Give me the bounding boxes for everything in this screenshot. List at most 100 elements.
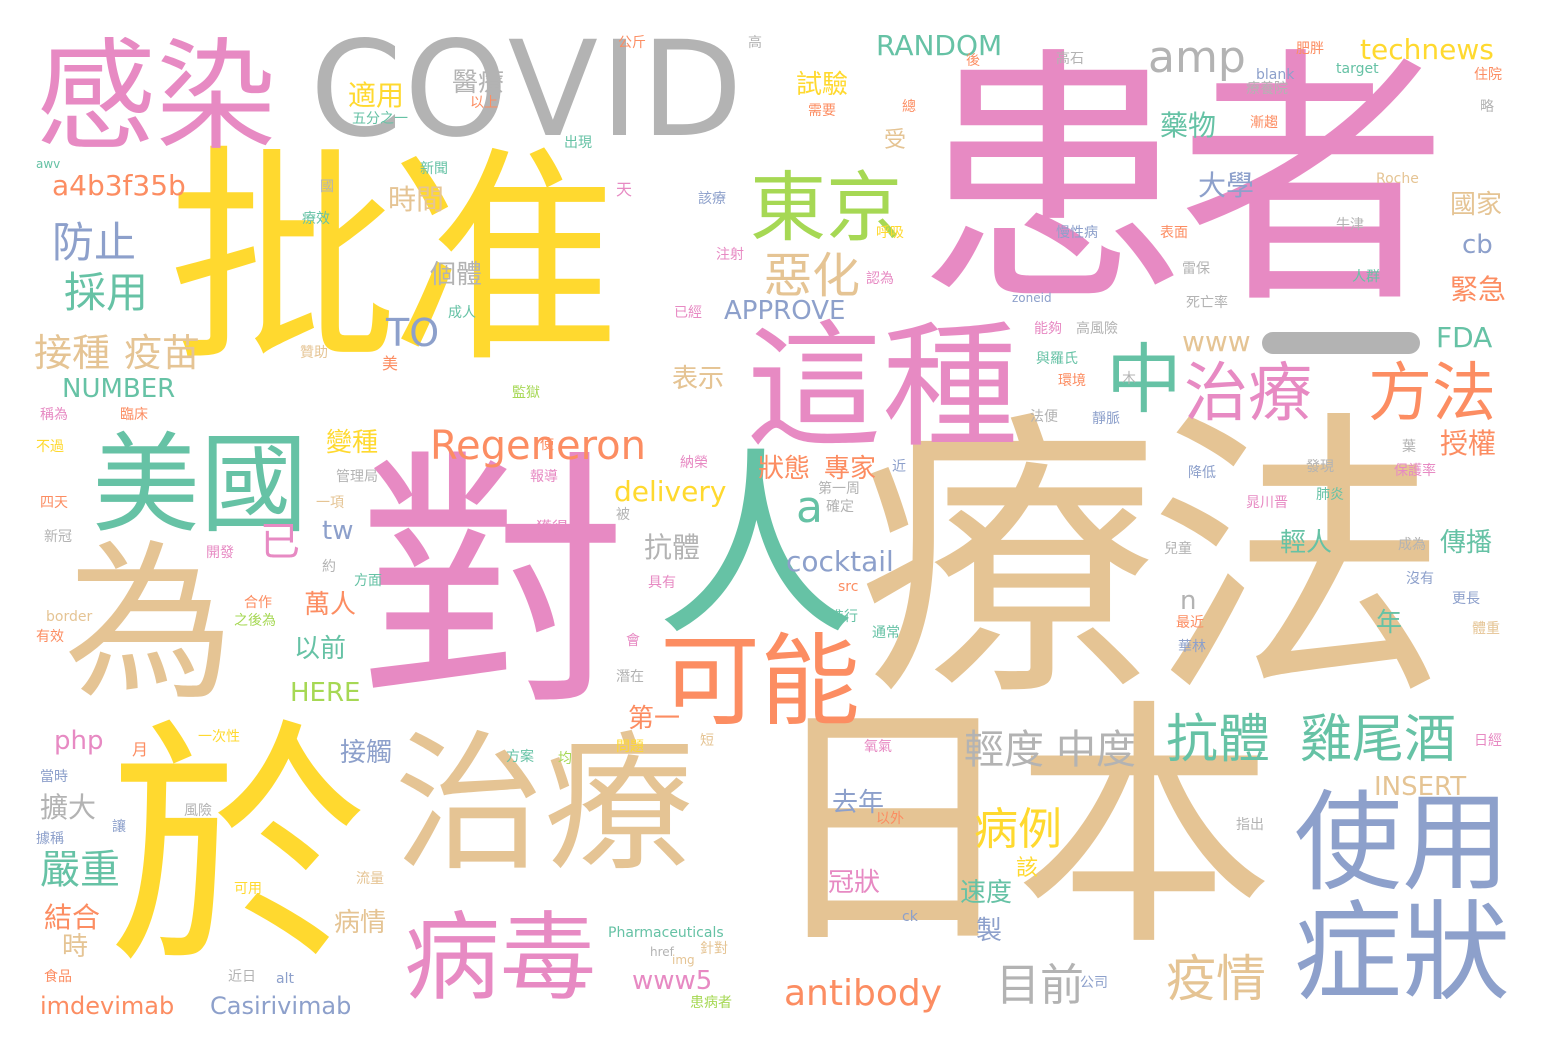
cloud-word: 最近 (1176, 615, 1204, 631)
cloud-word: 製 (976, 916, 1003, 946)
cloud-word: 人 (656, 431, 857, 664)
cloud-word: 狀態 (758, 454, 811, 484)
cloud-word: zoneid (1012, 291, 1052, 305)
cloud-word: 專家 (824, 454, 877, 484)
cloud-word: 略 (1480, 99, 1494, 115)
cloud-word: blank (1256, 67, 1295, 83)
cloud-word: 美國 (92, 423, 309, 548)
cloud-word: 注射 (716, 247, 744, 263)
cloud-word: www (1182, 325, 1251, 358)
cloud-word: 表示 (672, 364, 725, 394)
cloud-word: 納榮 (680, 455, 708, 471)
cloud-word: 雞尾酒 (1300, 710, 1457, 770)
cloud-word: 於 (108, 699, 368, 1001)
cloud-word: 療法 (858, 387, 1448, 736)
cloud-word: 高 (748, 35, 762, 51)
cloud-word: 對 (358, 427, 628, 742)
cloud-word: target (1336, 61, 1379, 77)
cloud-word: 近日 (228, 969, 256, 985)
cloud-word: 以前 (294, 634, 347, 664)
cloud-word: 公司 (1080, 975, 1108, 991)
cloud-word: TO (386, 311, 440, 355)
cloud-word: a (796, 482, 823, 533)
cloud-word: 住院 (1474, 67, 1502, 83)
cloud-word: 年 (1376, 608, 1403, 638)
cloud-word: 均 (558, 751, 572, 767)
cloud-word: 個體 (430, 260, 483, 290)
cloud-word: 抗體 (644, 531, 701, 564)
cloud-word: 新冠 (44, 529, 72, 545)
cloud-word: 靜脈 (1092, 411, 1120, 427)
cloud-word: 療效 (302, 211, 330, 227)
cloud-word: 不過 (36, 439, 64, 455)
cloud-word: src (838, 579, 859, 595)
cloud-word: 肥胖 (1296, 41, 1324, 57)
cloud-word: 開發 (206, 545, 234, 561)
cloud-word: 美 (382, 354, 399, 373)
cloud-word: 保護率 (1394, 463, 1436, 479)
cloud-word: 認為 (866, 271, 894, 287)
cloud-word: 東京 (750, 163, 902, 252)
cloud-word: 約 (322, 559, 336, 575)
cloud-word: 牛津 (1336, 217, 1364, 233)
cloud-word: 使 (540, 437, 554, 453)
cloud-word: 輕人 (1280, 528, 1333, 558)
cloud-word: 試驗 (796, 70, 849, 100)
cloud-word: imdevimab (40, 992, 175, 1020)
cloud-word: 這種 (746, 309, 1018, 467)
cloud-word: 方法 (1368, 357, 1496, 431)
cloud-word: 國 (320, 179, 334, 195)
cloud-word: tw (322, 516, 354, 546)
cloud-word: technews (1360, 33, 1494, 66)
cloud-word: 據稱 (36, 831, 64, 847)
cloud-word: 接觸 (340, 738, 393, 768)
cloud-word: awv (36, 157, 61, 171)
cloud-word: 讓 (112, 819, 126, 835)
cloud-word: 天 (616, 180, 633, 199)
cloud-word: 受 (884, 128, 907, 153)
cloud-word: 有效 (36, 629, 64, 645)
cloud-word: 具有 (648, 575, 676, 591)
cloud-word: 通常 (872, 625, 900, 641)
cloud-word: 可能 (660, 623, 860, 740)
cloud-word: 速度 (960, 878, 1013, 908)
cloud-word: 患病者 (690, 995, 732, 1011)
cloud-word: 降低 (1188, 465, 1216, 481)
cloud-word: 表示 (672, 364, 725, 394)
cloud-word: 報導 (530, 469, 558, 485)
cloud-word: 新聞 (420, 161, 448, 177)
cloud-word: 確定 (826, 499, 854, 515)
cloud-word: 兒童 (1164, 541, 1192, 557)
cloud-word: 抗體 (1166, 710, 1271, 770)
cloud-word: 進行 (830, 609, 858, 625)
cloud-word: 一次性 (198, 729, 240, 745)
dash-mark (1262, 332, 1420, 354)
cloud-word: 高石 (1056, 51, 1084, 67)
cloud-word: 惡化 (764, 248, 861, 304)
cloud-word: Casirivimab (210, 992, 352, 1020)
cloud-word: 時間 (388, 183, 445, 216)
cloud-word: FDA (1436, 321, 1493, 354)
cloud-word: 適用 (348, 79, 405, 112)
cloud-word: 呼吸 (876, 225, 904, 241)
cloud-word: 風險 (184, 803, 212, 819)
cloud-word: 問題 (616, 739, 644, 755)
cloud-word: 木 (1122, 371, 1136, 387)
cloud-word: 已經 (674, 305, 702, 321)
cloud-word: 需要 (808, 103, 836, 119)
cloud-word: Pharmaceuticals (608, 925, 724, 941)
cloud-word: a4b3f35b (52, 169, 186, 202)
cloud-word: 該療 (698, 191, 726, 207)
cloud-word: ck (902, 909, 918, 925)
cloud-word: 華林 (1178, 639, 1206, 655)
cloud-word: 時 (62, 932, 89, 962)
cloud-word: 藥物 (1160, 109, 1217, 142)
cloud-word: 療養院 (1246, 81, 1288, 97)
cloud-word: 四天 (40, 495, 68, 511)
cloud-word: 漸趨 (1250, 115, 1278, 131)
cloud-word: 中度 (1056, 727, 1136, 773)
cloud-word: 近 (892, 459, 906, 475)
cloud-word: 能夠 (1034, 321, 1062, 337)
cloud-word: INSERT (1374, 772, 1467, 802)
cloud-word: 會 (626, 633, 640, 649)
